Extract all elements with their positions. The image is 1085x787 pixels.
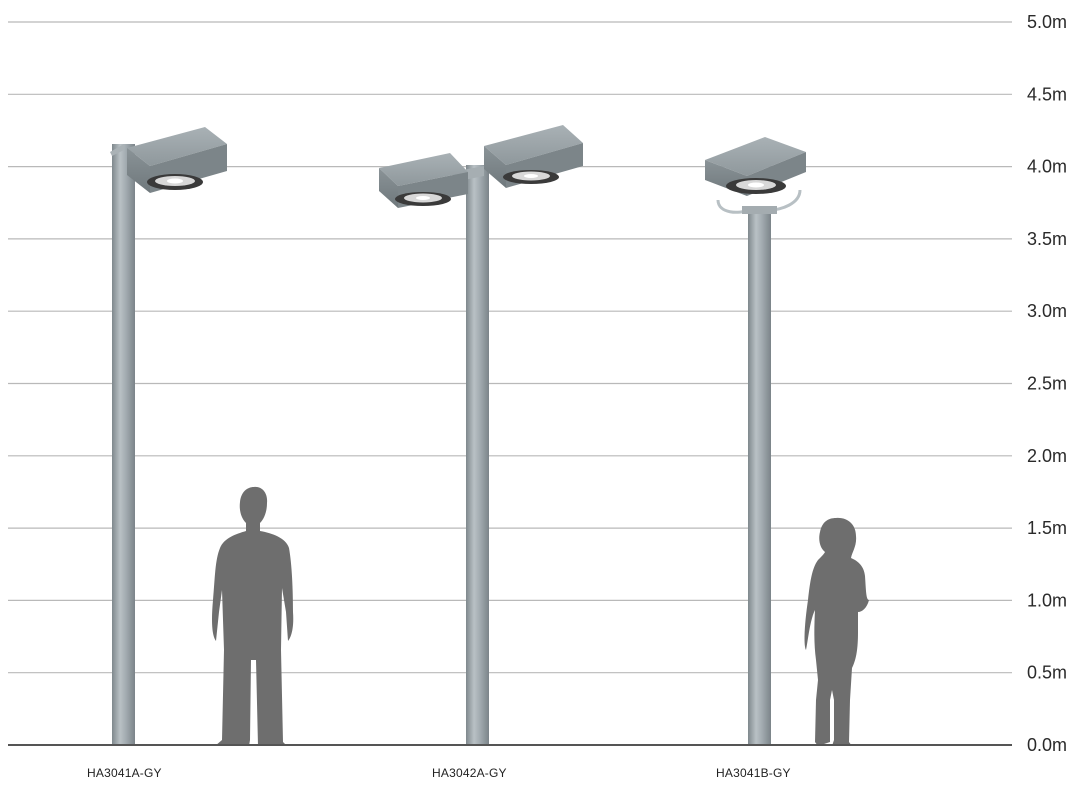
- scale-label: 0.5m: [1027, 663, 1067, 683]
- pole-ha3041b: [705, 137, 806, 745]
- scale-label: 4.0m: [1027, 157, 1067, 177]
- model-label-ha3041b: HA3041B-GY: [716, 766, 791, 780]
- scale-label: 2.0m: [1027, 446, 1067, 466]
- pole-ha3041a: [110, 127, 227, 745]
- model-label-ha3041a: HA3041A-GY: [87, 766, 162, 780]
- model-label-ha3042a: HA3042A-GY: [432, 766, 507, 780]
- scale-label: 5.0m: [1027, 12, 1067, 32]
- scale-label: 3.5m: [1027, 229, 1067, 249]
- scale-label: 1.0m: [1027, 590, 1067, 610]
- scale-label: 3.0m: [1027, 301, 1067, 321]
- scale-label: 0.0m: [1027, 735, 1067, 755]
- pole-ha3042a: [379, 125, 583, 745]
- height-scale-labels: 5.0m 4.5m 4.0m 3.5m 3.0m 2.5m 2.0m 1.5m 1.0m 0.5m…: [1027, 12, 1067, 755]
- scale-label: 1.5m: [1027, 518, 1067, 538]
- person-silhouette-woman: [804, 517, 869, 746]
- scale-label: 2.5m: [1027, 374, 1067, 394]
- person-silhouette-man: [212, 486, 294, 746]
- scale-label: 4.5m: [1027, 84, 1067, 104]
